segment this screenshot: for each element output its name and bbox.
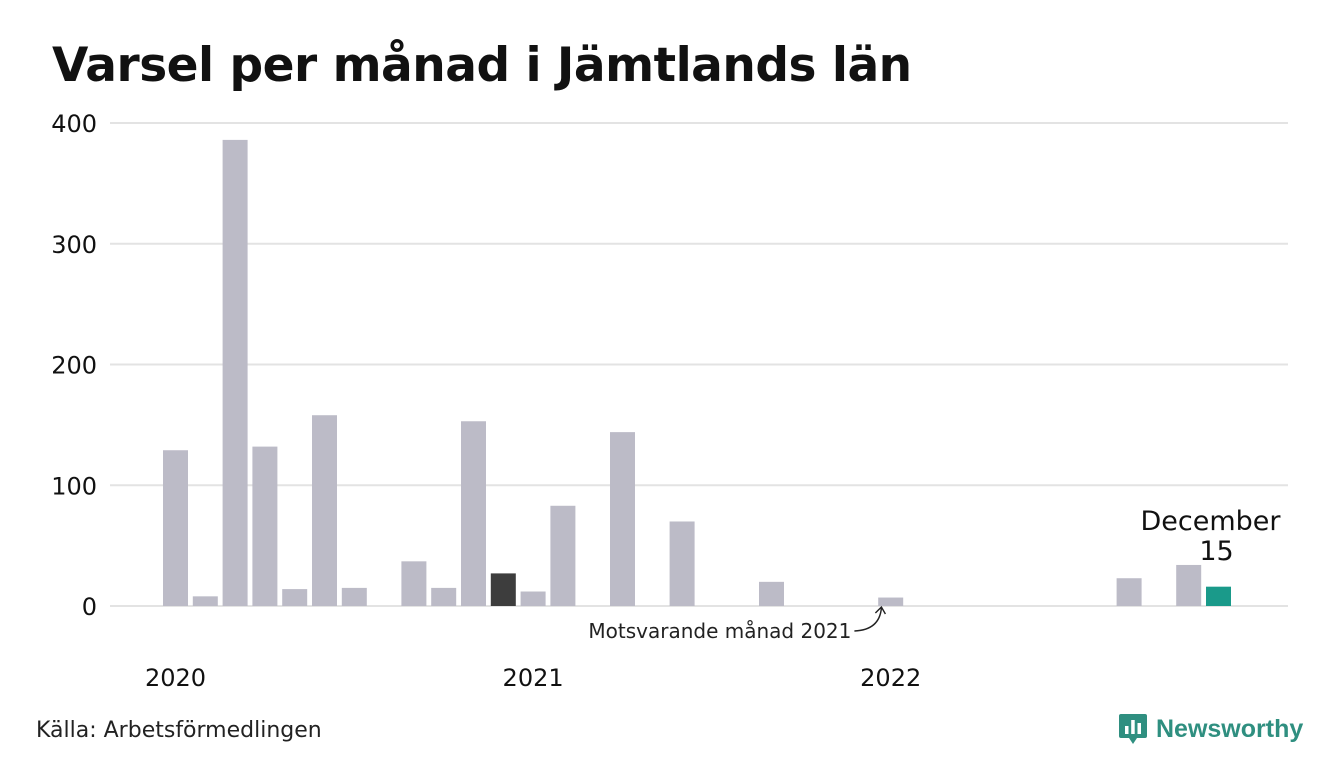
brand-name: Newsworthy (1156, 714, 1304, 743)
bar-2020-05 (282, 589, 308, 606)
previous-year-annotation: Motsvarande månad 2021 (588, 619, 851, 643)
bar-2021-09 (759, 581, 784, 606)
chart-title: Varsel per månad i Jämtlands län (52, 38, 912, 93)
bar-2020-01 (163, 450, 188, 606)
x-tick-label: 2021 (503, 664, 564, 692)
bar-2020-03 (222, 139, 248, 606)
x-tick-label: 2020 (145, 664, 206, 692)
y-axis-ticks: 0 100 200 300 400 (51, 110, 97, 621)
gridlines (110, 122, 1288, 607)
newsworthy-icon (1119, 714, 1147, 744)
x-tick-label: 2022 (860, 664, 921, 692)
y-tick-label: 0 (82, 593, 97, 621)
bar-2021-04 (610, 432, 635, 606)
highlight-value-label: 15 (1199, 536, 1233, 567)
y-tick-label: 100 (51, 472, 97, 500)
bar-2020-02 (192, 596, 218, 606)
highlight-month-label: December (1140, 506, 1281, 537)
bar-2022-12 (1206, 586, 1231, 606)
y-tick-label: 400 (51, 110, 97, 138)
bar-2021-02 (550, 505, 576, 606)
bar-2020-11 (461, 421, 486, 606)
bar-2022-11 (1176, 564, 1202, 606)
bar-2020-04 (252, 446, 278, 606)
bar-2020-06 (312, 415, 337, 606)
bar-2020-09 (401, 561, 427, 606)
source-label: Källa: Arbetsförmedlingen (36, 718, 322, 743)
bars (163, 139, 1231, 606)
bar-2022-09 (1116, 578, 1142, 606)
bar-chart: 0 100 200 300 400 2020 2021 2022 December 15 M… (51, 110, 1288, 692)
bar-2020-07 (341, 587, 367, 606)
brand-logo: Newsworthy (1118, 712, 1303, 746)
y-tick-label: 200 (51, 352, 97, 380)
bar-2020-12 (490, 573, 516, 606)
annotation-arrow (854, 605, 887, 632)
annotations: December 15 Motsvarande månad 2021 (588, 506, 1281, 643)
y-tick-label: 300 (51, 231, 97, 259)
bar-2020-10 (431, 587, 457, 606)
bar-2021-01 (520, 591, 546, 606)
bar-2021-06 (669, 521, 695, 606)
bar-2022-01 (878, 597, 904, 606)
x-axis-ticks: 2020 2021 2022 (145, 664, 921, 692)
